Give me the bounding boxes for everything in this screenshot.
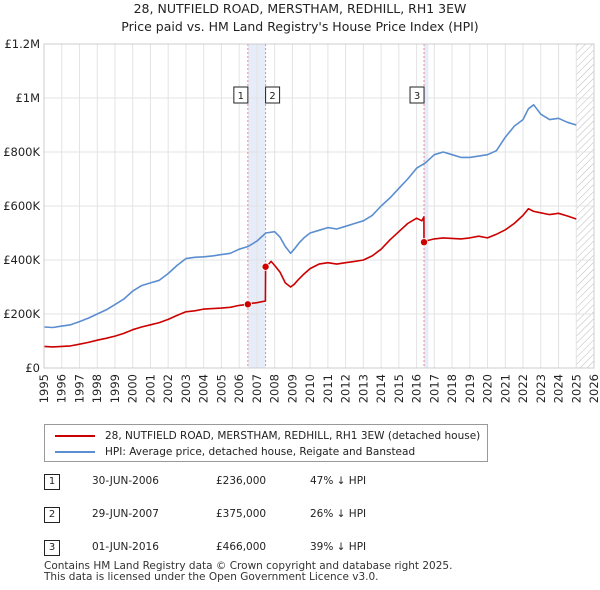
x-tick-label: 2015 xyxy=(392,374,406,403)
sale-label-number: 3 xyxy=(414,91,420,102)
sale-row: 3 01-JUN-2016 £466,000 39% ↓ HPI xyxy=(44,540,464,556)
legend-label-hpi: HPI: Average price, detached house, Reig… xyxy=(105,446,416,458)
sale-row: 1 30-JUN-2006 £236,000 47% ↓ HPI xyxy=(44,474,464,490)
x-tick-label: 2019 xyxy=(463,374,477,403)
y-tick-label: £400K xyxy=(3,253,40,267)
x-tick-label: 1999 xyxy=(108,374,122,403)
x-tick-label: 2024 xyxy=(552,374,566,403)
sale-price: £466,000 xyxy=(216,541,267,553)
legend-swatch-hpi xyxy=(55,451,95,453)
property-series-line xyxy=(43,207,577,348)
sale-label-box xyxy=(233,86,249,104)
legend-swatch-property xyxy=(55,435,95,437)
x-tick-label: 1996 xyxy=(55,374,69,403)
x-tick-label: 2017 xyxy=(427,374,441,403)
y-tick-label: £0 xyxy=(25,361,40,375)
x-tick-label: 2025 xyxy=(569,374,583,403)
sale-hpi-diff: 26% ↓ HPI xyxy=(310,508,367,520)
x-tick-label: 2006 xyxy=(232,374,246,403)
sale-point xyxy=(420,238,429,247)
sale-badge: 2 xyxy=(44,507,60,523)
x-tick-label: 2009 xyxy=(285,374,299,403)
y-tick-label: £1M xyxy=(15,91,40,105)
sale-hpi-diff: 39% ↓ HPI xyxy=(310,541,367,553)
x-tick-label: 2000 xyxy=(126,374,140,403)
x-tick-label: 2003 xyxy=(179,374,193,403)
legend-label-property: 28, NUTFIELD ROAD, MERSTHAM, REDHILL, RH… xyxy=(105,430,481,442)
sale-label-number: 1 xyxy=(238,91,244,102)
sale-price: £236,000 xyxy=(216,475,267,487)
sale-label-box xyxy=(409,86,425,104)
sale-date: 29-JUN-2007 xyxy=(92,508,159,520)
x-tick-label: 2014 xyxy=(374,374,388,403)
x-tick-label: 2002 xyxy=(161,374,175,403)
chart-subtitle: Price paid vs. HM Land Registry's House … xyxy=(121,19,478,34)
y-tick-label: £200K xyxy=(3,307,40,321)
sale-label-box xyxy=(265,86,281,104)
sale-badge: 1 xyxy=(44,474,60,490)
chart-title: 28, NUTFIELD ROAD, MERSTHAM, REDHILL, RH… xyxy=(134,1,467,16)
x-tick-label: 2007 xyxy=(250,374,264,403)
x-tick-label: 1995 xyxy=(37,374,51,403)
y-tick-label: £1.2M xyxy=(4,37,40,51)
x-tick-label: 2026 xyxy=(587,374,600,403)
sale-badge: 3 xyxy=(44,540,60,556)
sale-date: 30-JUN-2006 xyxy=(92,475,159,487)
x-tick-label: 2018 xyxy=(445,374,459,403)
footer-attribution: Contains HM Land Registry data © Crown c… xyxy=(44,561,452,583)
x-tick-label: 2001 xyxy=(143,374,157,403)
hpi-series-line xyxy=(43,104,577,329)
sale-point xyxy=(261,262,270,271)
x-tick-label: 2012 xyxy=(339,374,353,403)
chart-legend: 28, NUTFIELD ROAD, MERSTHAM, REDHILL, RH… xyxy=(44,424,488,462)
y-tick-label: £800K xyxy=(3,145,40,159)
x-tick-label: 2008 xyxy=(268,374,282,403)
footer-line-1: Contains HM Land Registry data © Crown c… xyxy=(44,560,453,572)
sale-price: £375,000 xyxy=(216,508,267,520)
x-tick-label: 2013 xyxy=(356,374,370,403)
y-tick-label: £600K xyxy=(3,199,40,213)
x-tick-label: 2020 xyxy=(481,374,495,403)
sale-point xyxy=(243,300,252,309)
legend-item-property: 28, NUTFIELD ROAD, MERSTHAM, REDHILL, RH… xyxy=(55,428,480,444)
x-tick-label: 2021 xyxy=(498,374,512,403)
legend-item-hpi: HPI: Average price, detached house, Reig… xyxy=(55,444,415,460)
x-tick-label: 2022 xyxy=(516,374,530,403)
x-tick-label: 2004 xyxy=(197,374,211,403)
x-tick-label: 1997 xyxy=(72,374,86,403)
footer-line-2: This data is licensed under the Open Gov… xyxy=(44,571,379,583)
plot-frame xyxy=(43,43,595,369)
sale-row: 2 29-JUN-2007 £375,000 26% ↓ HPI xyxy=(44,507,464,523)
x-tick-label: 2011 xyxy=(321,374,335,403)
x-tick-label: 1998 xyxy=(90,374,104,403)
x-tick-label: 2010 xyxy=(303,374,317,403)
sale-date: 01-JUN-2016 xyxy=(92,541,159,553)
sale-hpi-diff: 47% ↓ HPI xyxy=(310,475,367,487)
x-tick-label: 2005 xyxy=(214,374,228,403)
x-tick-label: 2023 xyxy=(534,374,548,403)
sale-label-number: 2 xyxy=(269,91,275,102)
x-tick-label: 2016 xyxy=(410,374,424,403)
